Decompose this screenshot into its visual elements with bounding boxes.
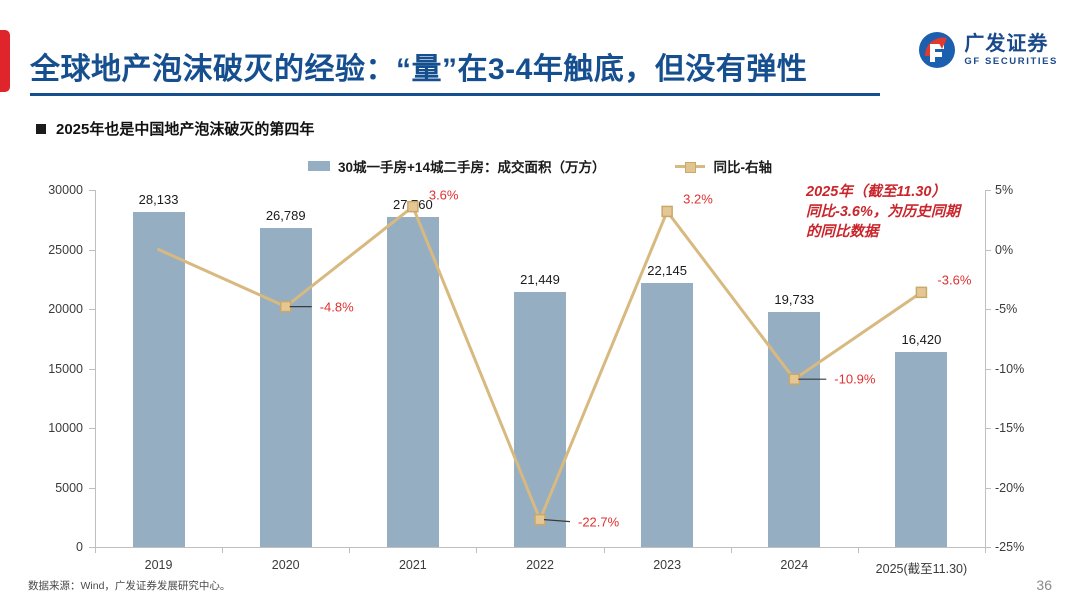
y-axis-left-tick [89, 487, 95, 489]
y-axis-left-tick [89, 368, 95, 370]
page-title: 全球地产泡沫破灭的经验：“量”在3-4年触底，但没有弹性 [30, 53, 808, 86]
bar-2019[interactable] [132, 212, 185, 547]
x-axis [95, 547, 986, 548]
line-value-label: -10.9% [834, 371, 876, 387]
y-axis-right-tick [985, 190, 991, 191]
legend-label-bar: 30城一手房+14城二手房：成交面积（万方） [338, 160, 606, 175]
title-underline [30, 93, 880, 96]
bar-value-label: 21,449 [520, 271, 560, 287]
y-axis-left-label: 10000 [48, 421, 83, 435]
y-axis-right-label: -25% [995, 540, 1025, 554]
bar-2023[interactable] [641, 283, 694, 547]
x-axis-label: 2024 [780, 558, 809, 572]
bar-value-label: 26,789 [265, 208, 306, 224]
bar-value-label: 19,733 [774, 292, 815, 308]
company-logo: 广发证券 GF SECURITIES [917, 30, 1058, 70]
bar-value-label: 27,760 [392, 196, 433, 212]
legend-item-line: 同比-右轴 [675, 156, 772, 176]
annotation-line-2: 同比-3.6%，为历史同期 [806, 204, 960, 220]
logo-text-cn: 广发证券 [964, 32, 1049, 55]
y-axis-left-tick [89, 190, 95, 191]
annotation-line-3: 的同比数据 [806, 224, 879, 240]
page-number: 36 [1036, 577, 1052, 593]
x-axis-tick [603, 547, 605, 553]
annotation-callout: 2025年（截至11.30） 同比-3.6%，为历史同期 的同比数据 [806, 182, 960, 242]
annotation-line-1: 2025年（截至11.30） [806, 184, 946, 200]
line-value-label: 3.6% [428, 187, 459, 203]
gf-logo-icon [917, 30, 957, 70]
y-axis-right-tick [985, 487, 991, 489]
title-accent-bar [0, 30, 10, 92]
y-axis-right-tick [985, 368, 991, 370]
bar-2022[interactable] [514, 291, 566, 547]
legend-label-line: 同比-右轴 [713, 160, 772, 175]
y-axis-right-label: -20% [995, 480, 1025, 495]
y-axis-right-tick [985, 428, 991, 429]
y-axis-right-tick [985, 249, 991, 251]
bar-2021[interactable] [386, 216, 439, 547]
y-axis-right-tick [985, 547, 991, 548]
bar-2024[interactable] [768, 312, 821, 547]
bar-value-label: 16,420 [901, 331, 942, 347]
x-axis-label: 2020 [271, 558, 300, 572]
subtitle-text: 2025年也是中国地产泡沫破灭的第四年 [56, 121, 315, 138]
y-axis-left-tick [89, 428, 95, 429]
line-value-label: 3.2% [683, 191, 713, 207]
x-axis-tick [476, 547, 478, 553]
y-axis-left-label: 0 [76, 540, 83, 554]
x-axis-label: 2025(截至11.30) [875, 562, 968, 576]
logo-text-en: GF SECURITIES [964, 55, 1058, 67]
chart-legend: 30城一手房+14城二手房：成交面积（万方） 同比-右轴 [0, 156, 1080, 176]
bar-value-label: 22,145 [647, 263, 688, 279]
bullet-square-icon [36, 123, 46, 134]
x-axis-label: 2022 [526, 558, 554, 572]
y-axis-right-label: -5% [995, 302, 1018, 316]
y-axis-right-label: 0% [995, 242, 1014, 257]
line-marker[interactable] [915, 286, 928, 299]
line-marker[interactable] [661, 205, 673, 218]
subtitle: 2025年也是中国地产泡沫破灭的第四年 [36, 118, 314, 139]
y-axis-left-label: 5000 [55, 480, 83, 495]
x-axis-tick [95, 547, 96, 553]
y-axis-left-tick [89, 547, 95, 548]
x-axis-tick [349, 547, 351, 553]
y-axis-left-label: 20000 [48, 302, 83, 316]
legend-item-bars: 30城一手房+14城二手房：成交面积（万方） [308, 156, 605, 176]
line-value-label: -3.6% [937, 272, 972, 288]
source-note: 数据来源：Wind，广发证券发展研究中心。 [28, 580, 231, 592]
y-axis-left-tick [89, 249, 95, 251]
y-axis-left-label: 25000 [48, 242, 83, 257]
legend-marker-line [675, 160, 706, 173]
line-value-label: -4.8% [319, 299, 354, 315]
bar-2020[interactable] [259, 228, 312, 547]
y-axis-left-label: 15000 [48, 361, 83, 376]
bar-value-label: 28,133 [138, 192, 179, 208]
y-axis-right-label: 5% [995, 183, 1014, 197]
y-axis-left [95, 190, 96, 548]
x-axis-tick [222, 547, 224, 553]
y-axis-left-label: 30000 [48, 183, 83, 197]
x-axis-label: 2023 [653, 558, 682, 572]
x-axis-label: 2019 [144, 558, 173, 572]
x-axis-tick [730, 547, 732, 553]
y-axis-right-label: -10% [995, 361, 1025, 376]
y-axis-left-tick [89, 309, 95, 310]
y-axis-right-tick [985, 309, 991, 310]
x-axis-label: 2021 [398, 558, 427, 572]
y-axis-right-label: -15% [995, 421, 1025, 435]
bar-2025(截至11.30)[interactable] [895, 351, 948, 547]
line-value-label: -22.7% [578, 514, 620, 530]
x-axis-tick [985, 547, 986, 553]
x-axis-tick [857, 547, 859, 553]
legend-swatch-bar [308, 161, 331, 171]
